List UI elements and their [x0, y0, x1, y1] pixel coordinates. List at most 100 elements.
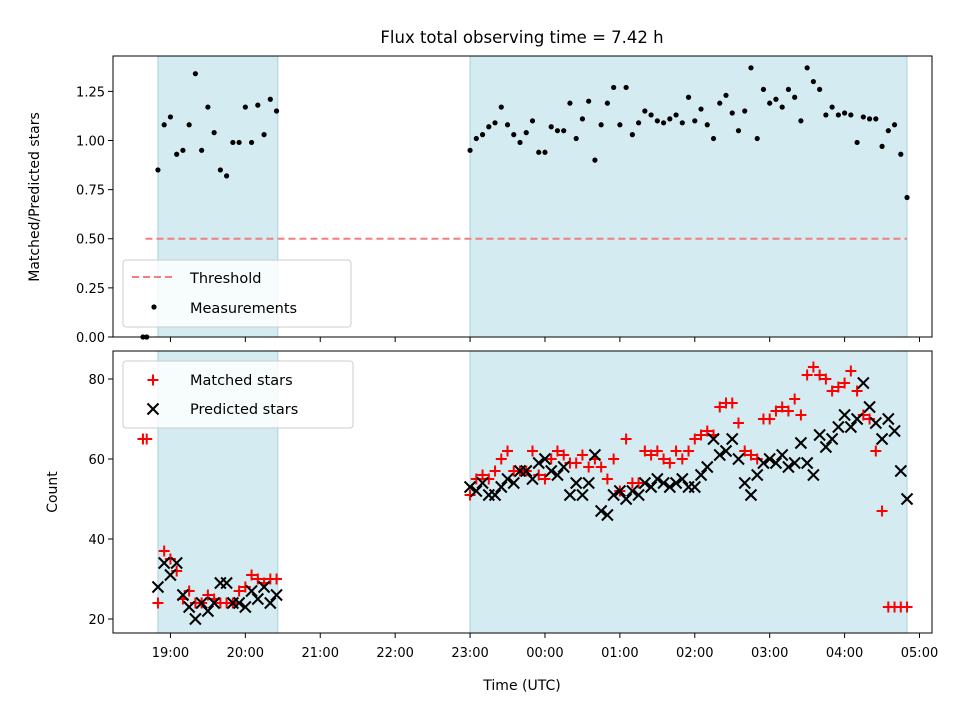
matched-star-point — [807, 361, 819, 373]
matched-star-point — [732, 417, 744, 429]
measurement-point — [523, 130, 529, 136]
measurement-point — [504, 122, 511, 128]
matched-star-point — [502, 445, 514, 457]
measurement-point — [729, 110, 735, 116]
predicted-star-point — [588, 448, 602, 462]
predicted-star-point — [270, 588, 283, 602]
measurement-point — [255, 102, 261, 108]
predicted-star-point — [775, 448, 789, 462]
predicted-star-point — [819, 440, 833, 454]
measurement-point — [567, 100, 573, 106]
matched-star-point — [271, 573, 283, 585]
measurement-point — [823, 112, 829, 118]
matched-star-point — [583, 461, 595, 473]
predicted-star-point — [688, 480, 701, 494]
matched-star-point — [820, 373, 832, 385]
measurement-point — [842, 110, 848, 116]
predicted-star-point — [882, 412, 895, 426]
matched-star-point — [870, 445, 882, 457]
predicted-star-point — [726, 432, 739, 446]
predicted-star-point — [644, 480, 658, 494]
predicted-star-point — [738, 476, 751, 490]
matched-star-point — [689, 433, 701, 445]
measurement-point — [648, 112, 654, 118]
measurement-point — [748, 65, 754, 71]
measurement-point — [760, 86, 767, 93]
matched-star-point — [158, 545, 170, 557]
matched-star-point — [545, 453, 557, 465]
measurement-point — [817, 86, 823, 93]
predicted-star-point — [557, 460, 570, 474]
bottom-xtick-label: 04:00 — [826, 646, 863, 661]
predicted-star-point — [807, 468, 820, 482]
predicted-star-point — [857, 376, 870, 390]
bottom-data-layer — [137, 361, 914, 626]
matched-star-point — [714, 401, 726, 413]
measurement-point — [242, 104, 248, 110]
matched-star-point — [470, 473, 482, 485]
predicted-star-point — [719, 444, 733, 458]
measurement-point — [511, 132, 517, 138]
predicted-star-point — [532, 456, 545, 470]
matched-star-point — [801, 369, 813, 381]
measurement-point — [554, 128, 561, 134]
predicted-star-point — [638, 476, 652, 490]
predicted-star-point — [520, 464, 533, 478]
matched-star-point — [141, 433, 153, 445]
predicted-star-point — [763, 452, 776, 466]
measurement-point — [804, 65, 810, 71]
matched-star-point — [857, 409, 869, 421]
legend-matched-label: Matched stars — [190, 373, 293, 389]
top-ytick-label: 0.25 — [76, 282, 105, 297]
predicted-star-point — [463, 480, 477, 494]
measurement-point — [174, 151, 180, 157]
predicted-star-point — [176, 588, 190, 602]
matched-star-point — [901, 601, 913, 613]
matched-star-point — [832, 381, 844, 393]
predicted-star-point — [170, 556, 183, 570]
measurement-point — [710, 135, 717, 142]
bottom-xtick-label: 22:00 — [376, 646, 413, 661]
predicted-star-point — [470, 484, 483, 498]
matched-star-point — [751, 453, 763, 465]
top-ytick-label: 0.00 — [76, 331, 105, 346]
bottom-axes-frame — [112, 350, 933, 634]
matched-star-point — [595, 461, 607, 473]
predicted-star-point — [850, 412, 864, 426]
measurement-point — [754, 135, 760, 142]
predicted-star-point — [245, 584, 258, 598]
predicted-star-point — [257, 580, 271, 594]
matched-star-point — [464, 489, 476, 501]
top-panel: 0.00 0.25 0.50 0.75 1.00 1.25 Matched/Predict… — [27, 55, 933, 346]
predicted-star-point — [751, 468, 764, 482]
matched-star-point — [739, 445, 751, 457]
measurement-point — [735, 128, 742, 134]
predicted-star-point — [782, 460, 795, 474]
predicted-star-point — [651, 472, 664, 486]
predicted-star-point — [164, 568, 177, 582]
predicted-star-point — [601, 508, 614, 522]
measurement-point — [617, 122, 623, 128]
predicted-star-point — [195, 596, 208, 610]
predicted-star-point — [888, 424, 901, 438]
measurement-point — [698, 106, 704, 112]
bottom-xtick-label: 21:00 — [302, 646, 339, 661]
predicted-star-point — [663, 480, 677, 494]
matched-star-point — [676, 453, 688, 465]
measurement-point — [642, 108, 648, 114]
predicted-star-point — [201, 604, 215, 618]
measurement-point — [592, 157, 598, 163]
measurement-point — [654, 118, 660, 124]
measurement-point — [785, 86, 792, 93]
matched-star-point — [726, 397, 738, 409]
chart-title: Flux total observing time = 7.42 h — [380, 28, 663, 47]
measurement-point — [667, 116, 673, 122]
top-data-layer — [140, 65, 910, 340]
top-ytick-label: 1.25 — [76, 85, 105, 100]
legend-box — [122, 360, 354, 429]
matched-star-point — [171, 565, 183, 577]
predicted-star-point — [563, 488, 577, 502]
measurement-point — [891, 122, 898, 128]
matched-star-point — [695, 429, 707, 441]
measurement-point — [261, 132, 267, 138]
